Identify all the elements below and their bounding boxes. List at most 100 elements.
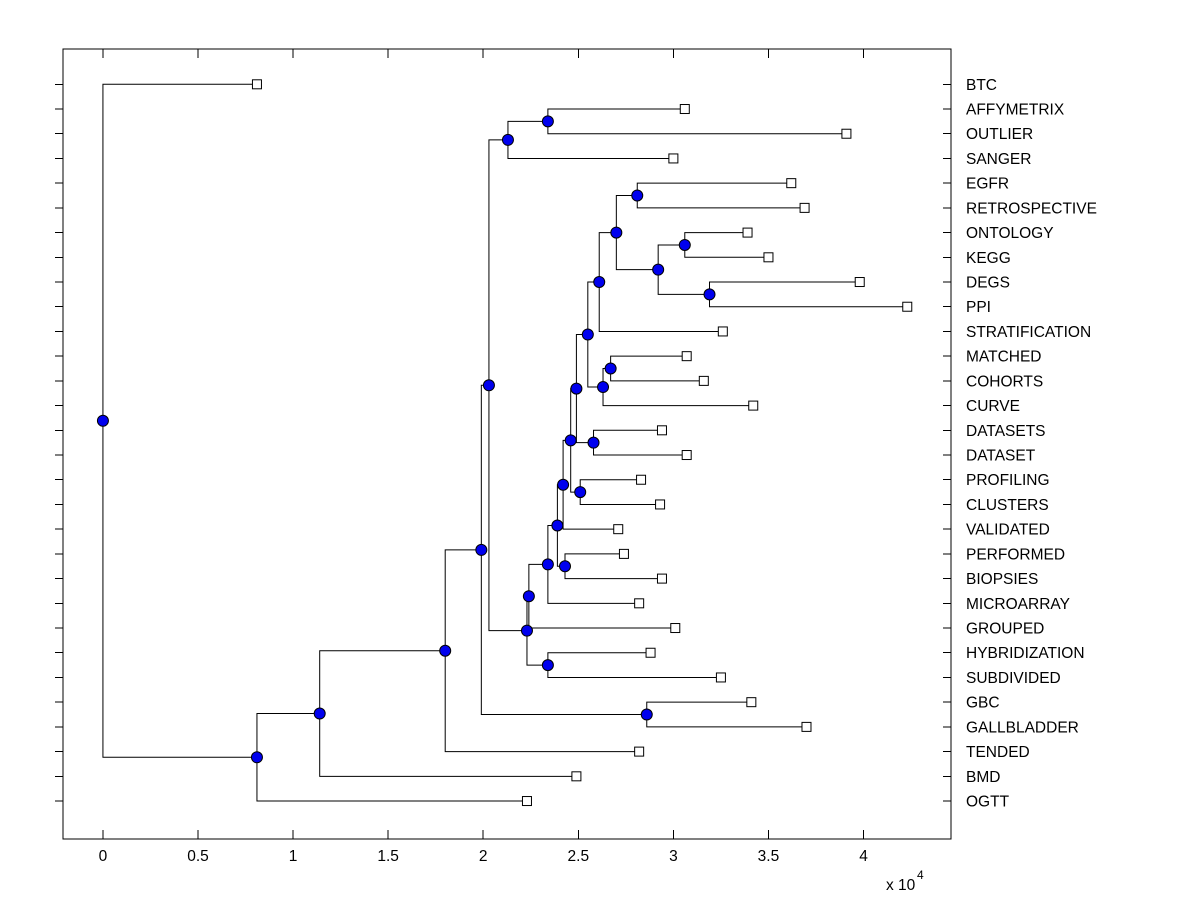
leaf-marker [841,128,852,139]
leaf-marker [571,771,582,782]
leaf-label: BIOPSIES [966,571,1038,588]
internal-node-marker [250,751,263,764]
leaf-label: GALLBLADDER [966,719,1079,736]
x-tick-label: 3.5 [758,848,780,865]
leaf-marker [521,796,532,807]
leaf-marker [668,153,679,164]
internal-node-marker [597,381,610,394]
branch-line [444,549,640,753]
internal-node-marker [703,288,716,301]
x-tick-label: 0.5 [187,848,209,865]
branch-line [564,553,662,580]
tree-branches [102,83,908,802]
branch-line [547,652,721,678]
internal-node-marker [439,644,452,657]
internal-node-marker [522,590,535,603]
internal-node-marker [541,115,554,128]
leaf-marker [854,277,865,288]
internal-node-marker [604,362,617,375]
leaf-label: PPI [966,299,991,316]
internal-node-marker [564,434,577,447]
leaf-label: STRATIFICATION [966,324,1091,341]
x-axis-multiplier: x 10 [886,877,916,894]
leaf-marker [656,573,667,584]
branch-line [646,701,807,728]
leaf-label: VALIDATED [966,522,1050,539]
leaf-label: BTC [966,77,997,94]
leaf-label: GBC [966,695,1000,712]
x-tick-label: 4 [859,848,868,865]
leaf-label: EGFR [966,176,1009,193]
leaf-label: PERFORMED [966,546,1065,563]
internal-node-marker [313,707,326,720]
branch-line [528,563,676,629]
internal-node-marker [581,328,594,341]
branch-line [579,479,661,505]
x-tick-label: 1.5 [377,848,399,865]
leaf-marker [742,227,753,238]
leaf-label: OGTT [966,794,1010,811]
leaf-marker [715,672,726,683]
leaf-label: GROUPED [966,621,1044,638]
leaf-marker [786,178,797,189]
leaf-marker [679,104,690,115]
leaf-marker [636,474,647,485]
branch-line [636,182,805,209]
leaf-label: CLUSTERS [966,497,1049,514]
leaf-marker [902,301,913,312]
internal-node-marker [570,382,583,395]
branch-line [319,650,577,777]
leaf-marker [655,499,666,510]
internal-node-marker [520,624,533,637]
leaf-label: DEGS [966,275,1010,292]
internal-node-marker [501,133,514,146]
leaf-label: TENDED [966,744,1030,761]
internal-node-marker [557,478,570,491]
branch-line [562,439,619,530]
internal-node-marker [610,226,623,239]
x-tick-label: 0 [99,848,108,865]
leaf-label: MATCHED [966,349,1042,366]
leaf-label: DATASET [966,448,1036,465]
leaf-label: CURVE [966,398,1020,415]
leaf-label: COHORTS [966,373,1043,390]
leaf-label: PROFILING [966,472,1050,489]
leaf-label: HYBRIDIZATION [966,645,1085,662]
internal-node-marker [631,189,644,202]
branch-line [709,281,908,308]
plot-box [62,48,952,840]
leaf-marker [681,351,692,362]
x-tick-label: 2.5 [568,848,590,865]
internal-node-marker [640,708,653,721]
leaf-label: ONTOLOGY [966,225,1054,242]
x-tick-label: 3 [669,848,678,865]
internal-node-marker [482,379,495,392]
leaf-marker [613,524,624,535]
leaf-marker [670,623,681,634]
x-tick-label: 2 [479,848,488,865]
leaf-label: RETROSPECTIVE [966,200,1097,217]
internal-node-marker [678,238,691,251]
leaf-label: OUTLIER [966,126,1033,143]
internal-node-marker [593,276,606,289]
leaf-label: BMD [966,769,1000,786]
internal-node-marker [587,436,600,449]
leaf-label: SUBDIVIDED [966,670,1061,687]
leaf-marker [634,598,645,609]
internal-node-marker [541,558,554,571]
branch-line [102,83,257,758]
internal-node-marker [558,560,571,573]
leaf-marker [801,721,812,732]
internal-node-marker [541,659,554,672]
leaf-label: MICROARRAY [966,596,1070,613]
branch-line [256,713,527,802]
leaf-marker [698,375,709,386]
branch-line [657,244,710,295]
leaf-marker [645,647,656,658]
leaf-marker [799,202,810,213]
leaf-marker [746,697,757,708]
internal-node-marker [551,519,564,532]
branch-line [593,429,687,456]
